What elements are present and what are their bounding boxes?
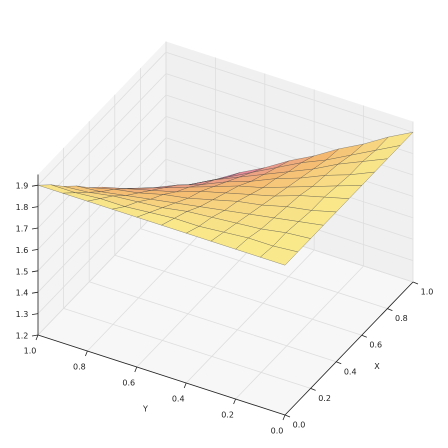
z-tick — [31, 291, 39, 294]
grid-line — [89, 281, 337, 363]
x-tick-label: 1.0 — [421, 288, 434, 297]
z-tick — [31, 270, 39, 273]
y-tick-label: 0.4 — [172, 395, 185, 404]
grid-line — [37, 201, 167, 336]
x-axis-line — [284, 281, 414, 416]
z-tick-label: 1.9 — [16, 182, 29, 191]
grid-line — [37, 116, 167, 250]
grid-line — [37, 51, 167, 186]
z-tick — [31, 227, 39, 230]
z-tick-label: 1.8 — [16, 203, 29, 212]
grid-line — [140, 228, 388, 309]
y-tick — [183, 382, 187, 389]
y-axis-label: Y — [142, 405, 148, 414]
z-tick-label: 1.2 — [16, 332, 29, 341]
surface-cell — [259, 245, 299, 266]
z-tick-label: 1.4 — [16, 289, 29, 298]
x-tick-label: 0.0 — [293, 421, 306, 430]
grid-line — [136, 233, 266, 368]
grid-line — [165, 51, 414, 133]
x-tick — [336, 361, 342, 365]
x-tick-label: 0.8 — [395, 314, 408, 323]
x-tick-label: 0.4 — [344, 367, 357, 376]
grid-line — [37, 73, 167, 207]
x-tick-label: 0.2 — [318, 394, 331, 403]
y-tick — [85, 350, 88, 357]
z-tick-label: 1.7 — [16, 225, 29, 234]
grid-line — [37, 94, 167, 229]
y-tick — [233, 398, 236, 405]
x-tick — [412, 281, 419, 285]
grid-line — [235, 265, 364, 400]
y-tick-label: 0.2 — [221, 411, 234, 420]
z-tick — [31, 249, 39, 251]
y-tick — [134, 366, 138, 373]
z-tick — [31, 206, 39, 208]
z-tick-label: 1.5 — [16, 267, 29, 276]
y-tick-label: 0.6 — [122, 379, 135, 388]
z-tick — [31, 313, 39, 315]
grid-line — [165, 73, 414, 154]
y-tick-label: 0.8 — [73, 363, 86, 372]
grid-line — [114, 254, 362, 336]
grid-line — [165, 116, 414, 197]
x-axis-label: X — [374, 362, 380, 371]
y-tick-label: 1.0 — [24, 347, 37, 356]
grid-line — [87, 217, 216, 352]
y-tick — [282, 414, 286, 421]
x-tick — [310, 388, 316, 391]
y-axis-line — [37, 334, 286, 416]
z-tick-label: 1.6 — [16, 246, 29, 255]
x-tick — [361, 334, 367, 338]
grid-line — [185, 249, 315, 384]
x-tick — [284, 414, 291, 418]
grid-line — [37, 158, 167, 293]
grid-line — [63, 308, 311, 389]
x-tick-label: 0.6 — [369, 341, 382, 350]
y-tick-label: 0.0 — [271, 427, 284, 436]
z-tick-label: 1.3 — [16, 310, 29, 319]
z-tick — [31, 184, 39, 187]
y-tick — [35, 334, 39, 341]
z-tick — [31, 334, 39, 337]
x-tick — [387, 308, 393, 311]
floor-pane — [38, 202, 413, 415]
